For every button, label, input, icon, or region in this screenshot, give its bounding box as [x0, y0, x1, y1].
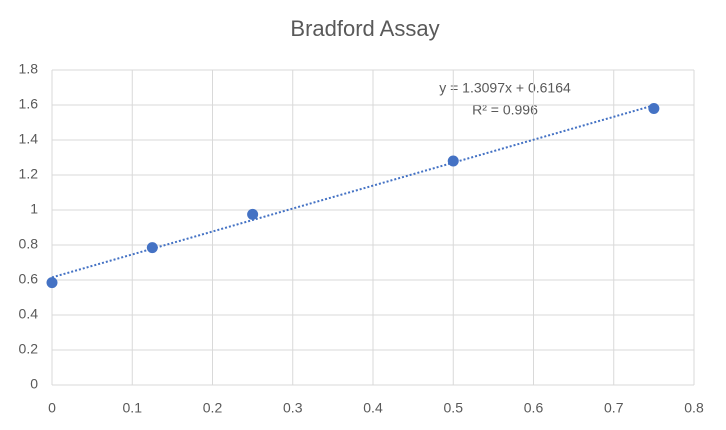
x-tick-label: 0.5 [444, 400, 464, 416]
y-tick-label: 0.2 [19, 341, 39, 357]
point [46, 277, 58, 289]
x-tick-label: 0.4 [363, 400, 383, 416]
point [247, 208, 259, 220]
y-tick-label: 0.4 [19, 306, 39, 322]
point [648, 103, 660, 114]
y-tick-label: 0.6 [19, 271, 39, 287]
point [447, 155, 459, 167]
y-tick-label: 1.4 [19, 131, 39, 147]
y-tick-label: 1.6 [19, 96, 39, 112]
y-tick-label: 1.8 [19, 61, 39, 77]
y-tick-label: 0.8 [19, 236, 39, 252]
x-tick-label: 0 [48, 400, 56, 416]
x-tick-label: 0.1 [123, 400, 143, 416]
x-tick-label: 0.2 [203, 400, 223, 416]
trendline-equation: y = 1.3097x + 0.6164 [439, 80, 571, 96]
y-tick-label: 0 [30, 376, 38, 392]
chart-title: Bradford Assay [290, 16, 439, 41]
x-tick-label: 0.8 [684, 400, 704, 416]
trendline-r-squared: R² = 0.996 [472, 102, 538, 118]
x-tick-label: 0.6 [524, 400, 544, 416]
y-tick-label: 1 [30, 201, 38, 217]
x-tick-label: 0.7 [604, 400, 624, 416]
y-tick-label: 1.2 [19, 166, 39, 182]
x-tick-label: 0.3 [283, 400, 303, 416]
point [146, 242, 158, 254]
